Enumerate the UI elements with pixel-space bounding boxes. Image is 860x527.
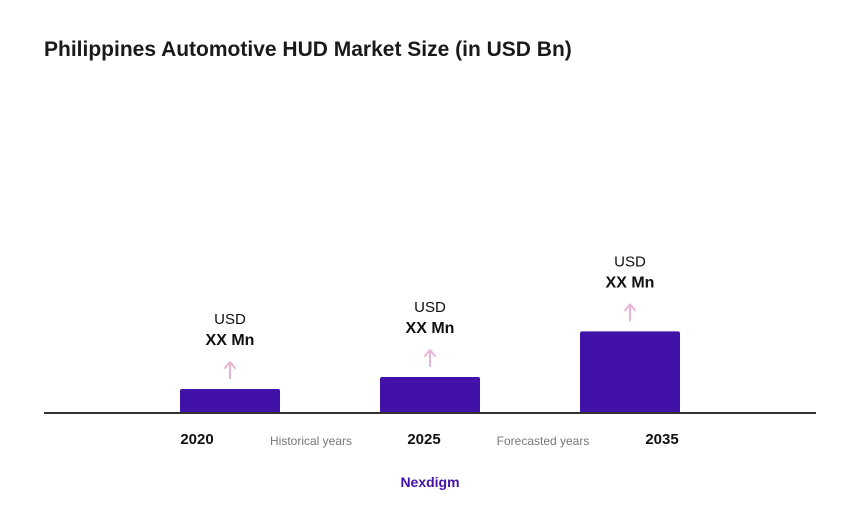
data-label-unit: USD (614, 253, 646, 270)
bars-layer (180, 331, 680, 413)
data-label-unit: USD (414, 299, 446, 316)
data-label-value: XX Mn (606, 274, 655, 291)
data-label-value: XX Mn (206, 332, 255, 349)
data-label-value: XX Mn (406, 320, 455, 337)
bar-2025 (380, 377, 480, 413)
period-label: Forecasted years (497, 434, 590, 448)
data-label-unit: USD (214, 311, 246, 328)
chart-title: Philippines Automotive HUD Market Size (… (44, 38, 572, 61)
arrow-up-icon (224, 361, 236, 369)
labels-layer: USD XX Mn 2020 USD XX Mn 2025 USD XX Mn 2035 Hist… (180, 253, 678, 448)
period-label: Historical years (270, 434, 352, 448)
bar-2020 (180, 389, 280, 413)
x-tick-label: 2025 (407, 431, 440, 448)
x-tick-label: 2020 (180, 431, 213, 448)
arrow-up-icon (424, 349, 436, 357)
arrow-up-icon (624, 303, 636, 312)
x-tick-label: 2035 (645, 431, 678, 448)
brand-footer: Nexdigm (400, 474, 460, 490)
bar-2035 (580, 331, 680, 413)
